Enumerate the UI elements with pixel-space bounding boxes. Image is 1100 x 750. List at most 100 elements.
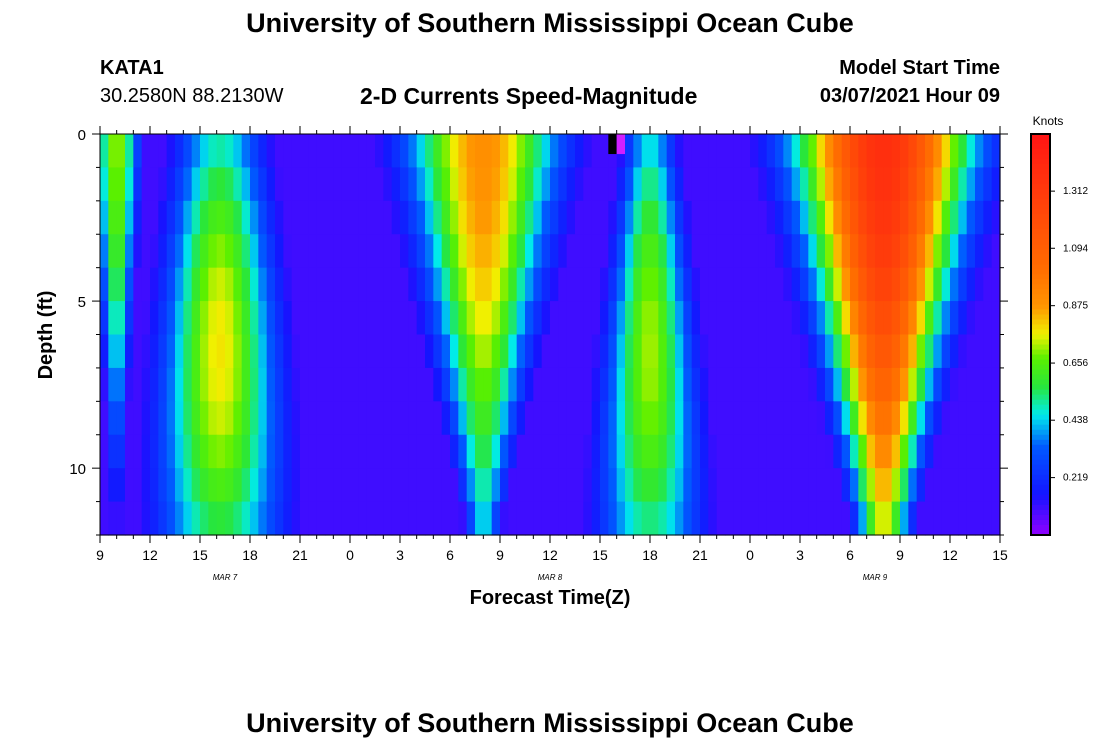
heatmap-cell [858, 167, 868, 202]
heatmap-cell [350, 401, 359, 436]
heatmap-cell [508, 234, 518, 269]
heatmap-cell [500, 301, 509, 336]
heatmap-cell [933, 134, 943, 169]
heatmap-cell [400, 468, 409, 503]
heatmap-cell [575, 367, 584, 402]
heatmap-cell [766, 367, 776, 402]
heatmap-cell [816, 134, 826, 169]
heatmap-cell [375, 267, 384, 302]
heatmap-cell [858, 200, 868, 235]
heatmap-cell [816, 367, 826, 402]
heatmap-cell [216, 301, 226, 336]
heatmap-cell [366, 468, 376, 503]
heatmap-cell [450, 501, 459, 536]
y-tick-label: 10 [69, 461, 86, 478]
heatmap-cell [258, 301, 268, 336]
heatmap-cell [525, 167, 534, 202]
heatmap-cell [725, 367, 734, 402]
heatmap-cell [641, 367, 651, 402]
heatmap-cell [133, 167, 143, 202]
heatmap-cell [991, 234, 1001, 269]
heatmap-cell [341, 301, 351, 336]
heatmap-cell [383, 434, 393, 469]
heatmap-cell [491, 334, 501, 369]
heatmap-cell [941, 167, 951, 202]
colorbar-segment [1031, 409, 1050, 416]
heatmap-cell [816, 401, 826, 436]
heatmap-cell [166, 200, 176, 235]
heatmap-cell [500, 434, 509, 469]
heatmap-cell [425, 501, 434, 536]
heatmap-cell [400, 434, 409, 469]
heatmap-cell [341, 334, 351, 369]
heatmap-cell [475, 367, 484, 402]
heatmap-cell [741, 334, 751, 369]
heatmap-cell [783, 301, 793, 336]
heatmap-cell [650, 134, 659, 169]
heatmap-cell [116, 134, 126, 169]
heatmap-cell [525, 501, 534, 536]
heatmap-cell [616, 501, 626, 536]
heatmap-cell [991, 200, 1001, 235]
heatmap-cell [491, 167, 501, 202]
heatmap-cell [616, 234, 626, 269]
heatmap-cell [416, 468, 426, 503]
heatmap-cell [841, 501, 851, 536]
heatmap-cell [766, 267, 776, 302]
heatmap-cell [916, 468, 926, 503]
heatmap-cell [933, 167, 943, 202]
heatmap-cell [975, 267, 984, 302]
heatmap-cell [225, 501, 234, 536]
colorbar-segment [1031, 294, 1050, 301]
colorbar-segment [1031, 189, 1050, 195]
heatmap-cell [983, 401, 993, 436]
colorbar-segment [1031, 229, 1050, 235]
heatmap-cell [283, 167, 293, 202]
heatmap-cell [775, 401, 784, 436]
heatmap-cell [216, 501, 226, 536]
colorbar-segment [1031, 214, 1050, 220]
heatmap-cell [708, 301, 718, 336]
heatmap-cell [441, 401, 451, 436]
heatmap-cell [566, 301, 576, 336]
heatmap-cell [891, 301, 901, 336]
heatmap-cell [408, 367, 418, 402]
heatmap-cell [291, 367, 301, 402]
heatmap-cell [141, 334, 151, 369]
heatmap-cell [233, 434, 243, 469]
heatmap-cell [658, 401, 668, 436]
heatmap-cell [216, 434, 226, 469]
heatmap-cell [975, 167, 984, 202]
heatmap-cell [525, 200, 534, 235]
heatmap-cell [158, 200, 168, 235]
colorbar-segment [1031, 154, 1050, 160]
x-tick-label: 3 [796, 547, 804, 563]
colorbar-segment [1031, 234, 1050, 240]
heatmap-cell [441, 134, 451, 169]
heatmap-cell [108, 134, 118, 169]
heatmap-cell [325, 401, 334, 436]
heatmap-cell [375, 501, 384, 536]
heatmap-cell [541, 134, 551, 169]
heatmap-cell [975, 367, 984, 402]
heatmap-cell [716, 334, 726, 369]
heatmap-cell [758, 501, 768, 536]
heatmap-cell [675, 301, 684, 336]
heatmap-cell [891, 401, 901, 436]
heatmap-cell [216, 468, 226, 503]
heatmap-cell [933, 434, 943, 469]
heatmap-cell [241, 367, 251, 402]
heatmap-cell [425, 434, 434, 469]
heatmap-cell [225, 200, 234, 235]
heatmap-cell [166, 267, 176, 302]
heatmap-cell [700, 301, 709, 336]
heatmap-cell [225, 434, 234, 469]
heatmap-cell [350, 434, 359, 469]
heatmap-cell [233, 200, 243, 235]
heatmap-cell [908, 501, 918, 536]
heatmap-cell [650, 401, 659, 436]
heatmap-cell [691, 434, 701, 469]
heatmap-cell [341, 367, 351, 402]
heatmap-cell [758, 167, 768, 202]
colorbar-segment [1031, 329, 1050, 336]
